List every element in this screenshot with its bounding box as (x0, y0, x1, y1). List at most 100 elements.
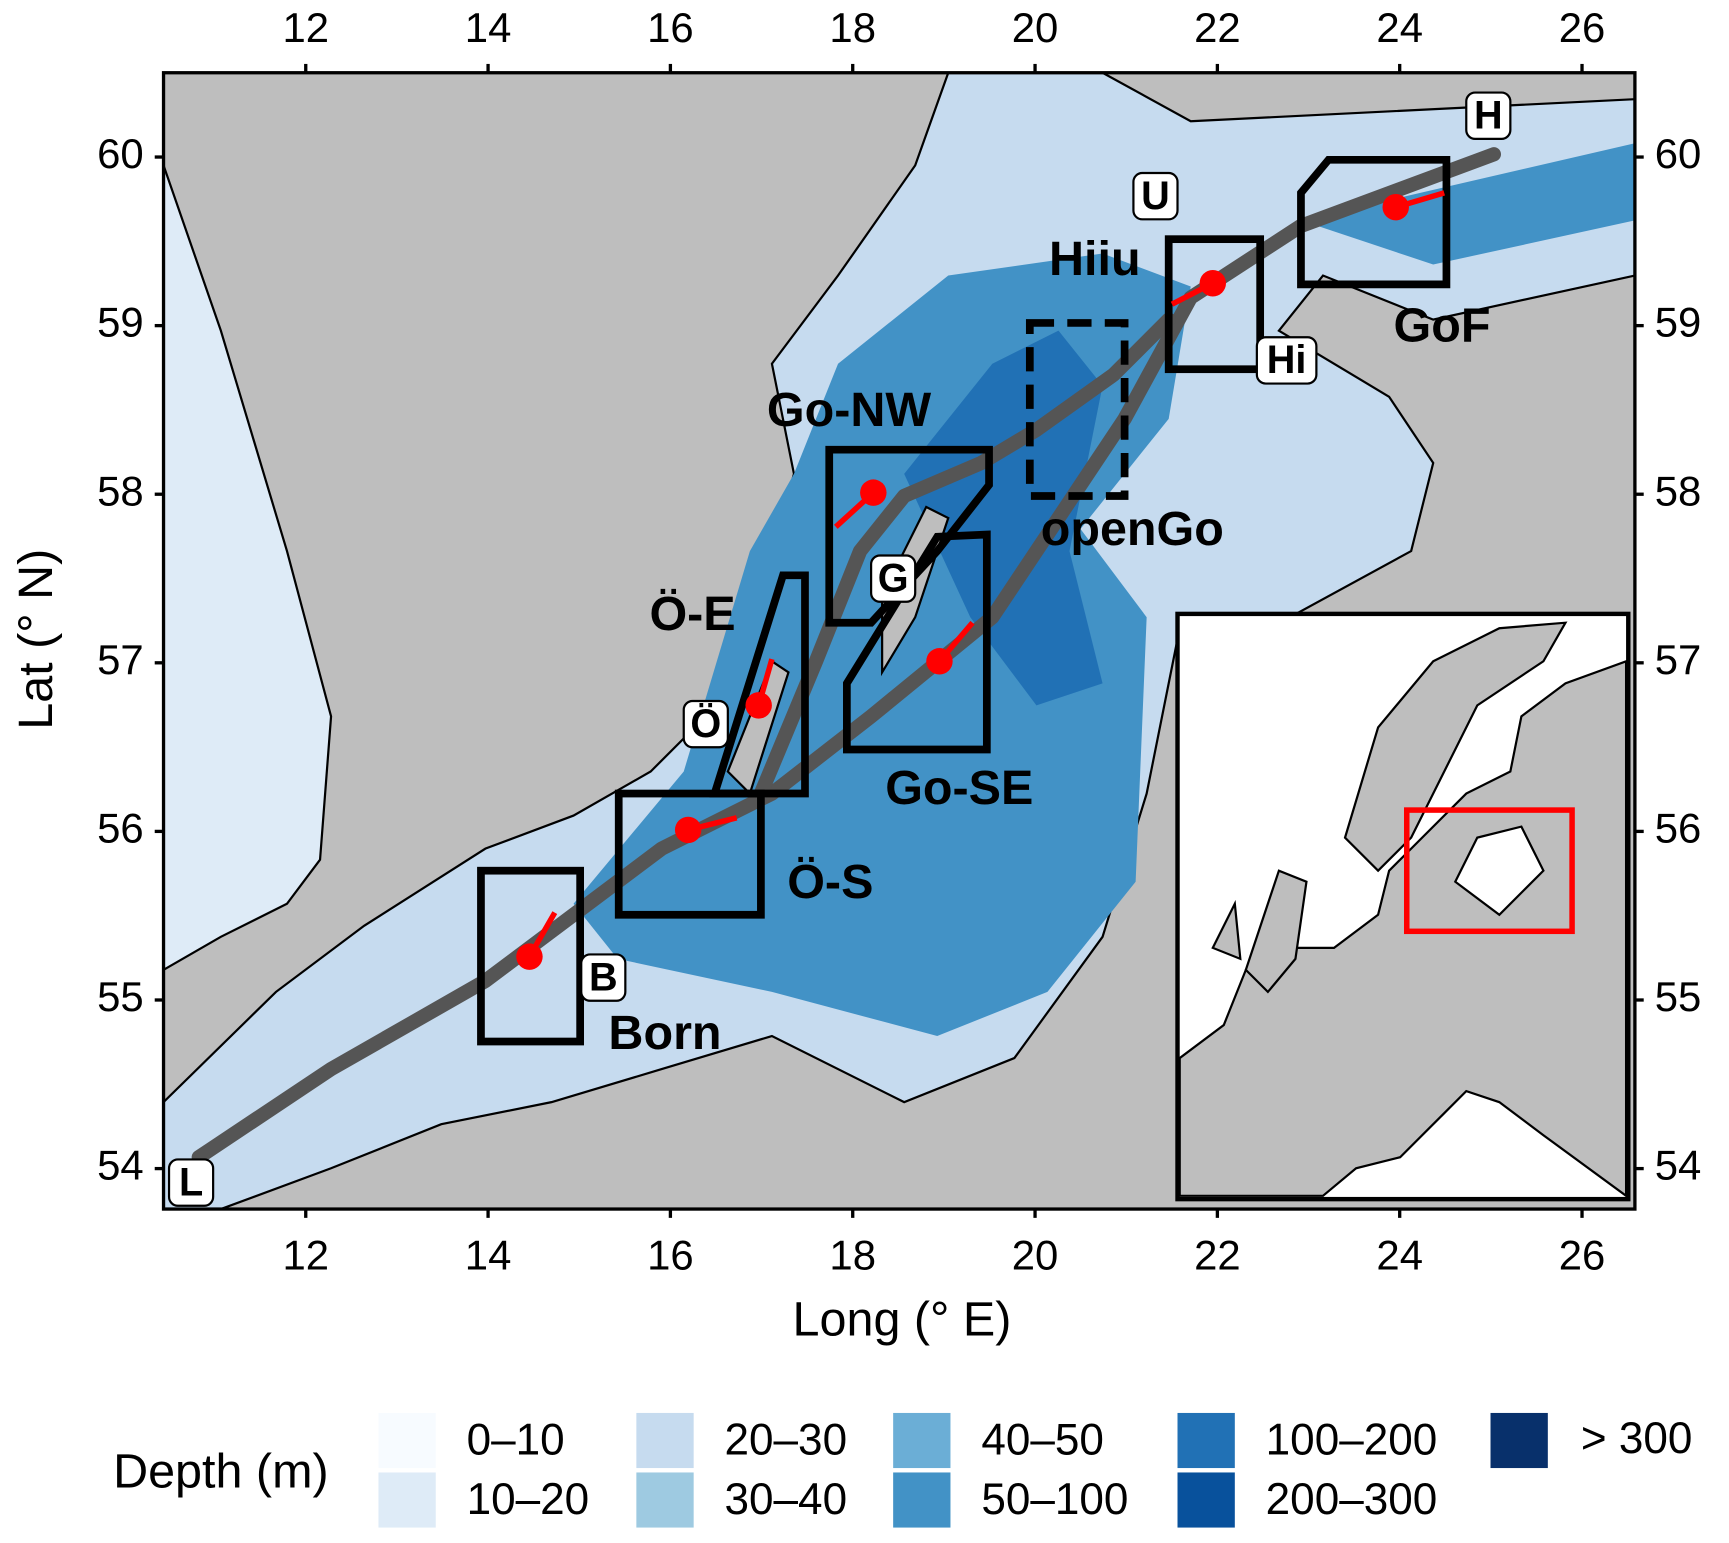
region-label: Born (608, 1006, 721, 1060)
legend-swatch (378, 1412, 436, 1469)
inset-extent (1403, 807, 1575, 935)
legend-swatch (893, 1412, 951, 1469)
dot (674, 816, 702, 844)
station-box (167, 1158, 215, 1207)
x-tick-label: 24 (1376, 4, 1423, 51)
station-label: U (1141, 174, 1170, 218)
stations: L B Ö G Hi U H (167, 91, 1512, 1207)
inset-land (1343, 621, 1568, 873)
region-label: Hiiu (1049, 232, 1141, 286)
station-label: B (589, 955, 618, 999)
x-tick-label: 26 (1559, 4, 1606, 51)
x-tick-label: 14 (465, 1232, 512, 1279)
region-box (477, 866, 585, 1046)
legend-swatch (636, 1412, 694, 1469)
y-tick-label: 57 (97, 636, 144, 683)
station-box (1465, 91, 1512, 140)
y-axis-title: Lat (° N) (9, 549, 63, 730)
current-arrows (516, 190, 1446, 970)
station-box (580, 953, 627, 1002)
region-box (614, 789, 765, 919)
x-tick-label: 22 (1194, 1232, 1241, 1279)
map-body: Born Ö-S Ö-E Go-NW Go-SE openGo Hiiu GoF… (163, 72, 1635, 1210)
y-tick-label: 60 (1655, 130, 1702, 177)
legend-swatch (378, 1472, 436, 1528)
track (753, 312, 1176, 801)
dot (745, 692, 772, 719)
inset-land (1211, 899, 1242, 961)
region-box (1164, 235, 1265, 374)
region-label: Ö-E (649, 587, 735, 641)
station-box (682, 699, 729, 749)
x-axis-title: Long (° E) (793, 1292, 1012, 1346)
inset-map (1175, 611, 1631, 1202)
x-tick-label: 20 (1012, 1232, 1059, 1279)
station-box (1132, 171, 1179, 221)
region-box (1025, 319, 1129, 500)
y-tick-label: 58 (97, 467, 144, 514)
legend-label: 200–300 (1266, 1475, 1438, 1524)
y-tick-label: 58 (1655, 467, 1702, 514)
legend-swatch (1490, 1412, 1548, 1469)
y-tick-label: 59 (1655, 299, 1702, 346)
x-tick-label: 16 (647, 1232, 694, 1279)
region-box (1297, 155, 1451, 289)
x-tick-label: 12 (282, 1232, 329, 1279)
legend-swatch (1177, 1412, 1235, 1469)
station-label: H (1474, 93, 1503, 137)
dot (1382, 193, 1409, 221)
legend-swatch (636, 1472, 694, 1528)
station-label: Hi (1267, 338, 1307, 382)
station-label: Ö (690, 702, 721, 746)
x-tick-label: 18 (829, 4, 876, 51)
station-box (1255, 336, 1318, 385)
dot (1199, 270, 1227, 297)
region-box (825, 445, 993, 627)
region-label: Go-NW (767, 383, 931, 437)
legend-label: > 300 (1581, 1414, 1693, 1463)
legend-label: 30–40 (725, 1475, 848, 1524)
x-tick-label: 26 (1559, 1232, 1606, 1279)
station-box (870, 554, 917, 603)
legend-label: 10–20 (467, 1475, 590, 1524)
legend-swatch (893, 1472, 951, 1528)
dot (516, 943, 543, 970)
inset-land (1244, 869, 1308, 994)
legend-title: Depth (m) (113, 1444, 329, 1498)
y-tick-label: 56 (1655, 804, 1702, 851)
x-tick-label: 18 (829, 1232, 876, 1279)
y-tick-label: 55 (1655, 973, 1702, 1020)
y-tick-label: 55 (97, 973, 144, 1020)
x-tick-label: 12 (282, 4, 329, 51)
dot (860, 479, 887, 506)
legend-label: 20–30 (725, 1415, 848, 1464)
station-label: L (179, 1160, 203, 1204)
x-tick-label: 22 (1194, 4, 1241, 51)
x-tick-label: 24 (1376, 1232, 1423, 1279)
water-west (163, 164, 333, 972)
legend: 0–10 10–20 20–30 30–40 40–50 50–100 100–200 200… (378, 1412, 1693, 1528)
legend-swatch (1177, 1472, 1235, 1528)
x-tick-label: 16 (647, 4, 694, 51)
y-tick-label: 57 (1655, 636, 1702, 683)
legend-label: 100–200 (1266, 1415, 1438, 1464)
y-tick-label: 59 (97, 299, 144, 346)
region-label: GoF (1394, 298, 1491, 352)
region-label: Go-SE (885, 761, 1033, 815)
map-frame (161, 71, 1637, 1211)
station-label: G (878, 556, 909, 600)
dot (926, 648, 953, 675)
region-box (843, 530, 991, 754)
y-tick-label: 60 (97, 130, 144, 177)
y-tick-label: 54 (1655, 1142, 1702, 1189)
region-box (709, 571, 809, 798)
y-tick-label: 56 (97, 804, 144, 851)
inset-sea (1453, 825, 1545, 917)
legend-label: 50–100 (981, 1475, 1128, 1524)
region-label: Ö-S (787, 855, 873, 909)
legend-label: 0–10 (467, 1415, 565, 1464)
region-label: openGo (1041, 502, 1224, 556)
x-tick-label: 14 (465, 4, 512, 51)
x-tick-label: 20 (1012, 4, 1059, 51)
